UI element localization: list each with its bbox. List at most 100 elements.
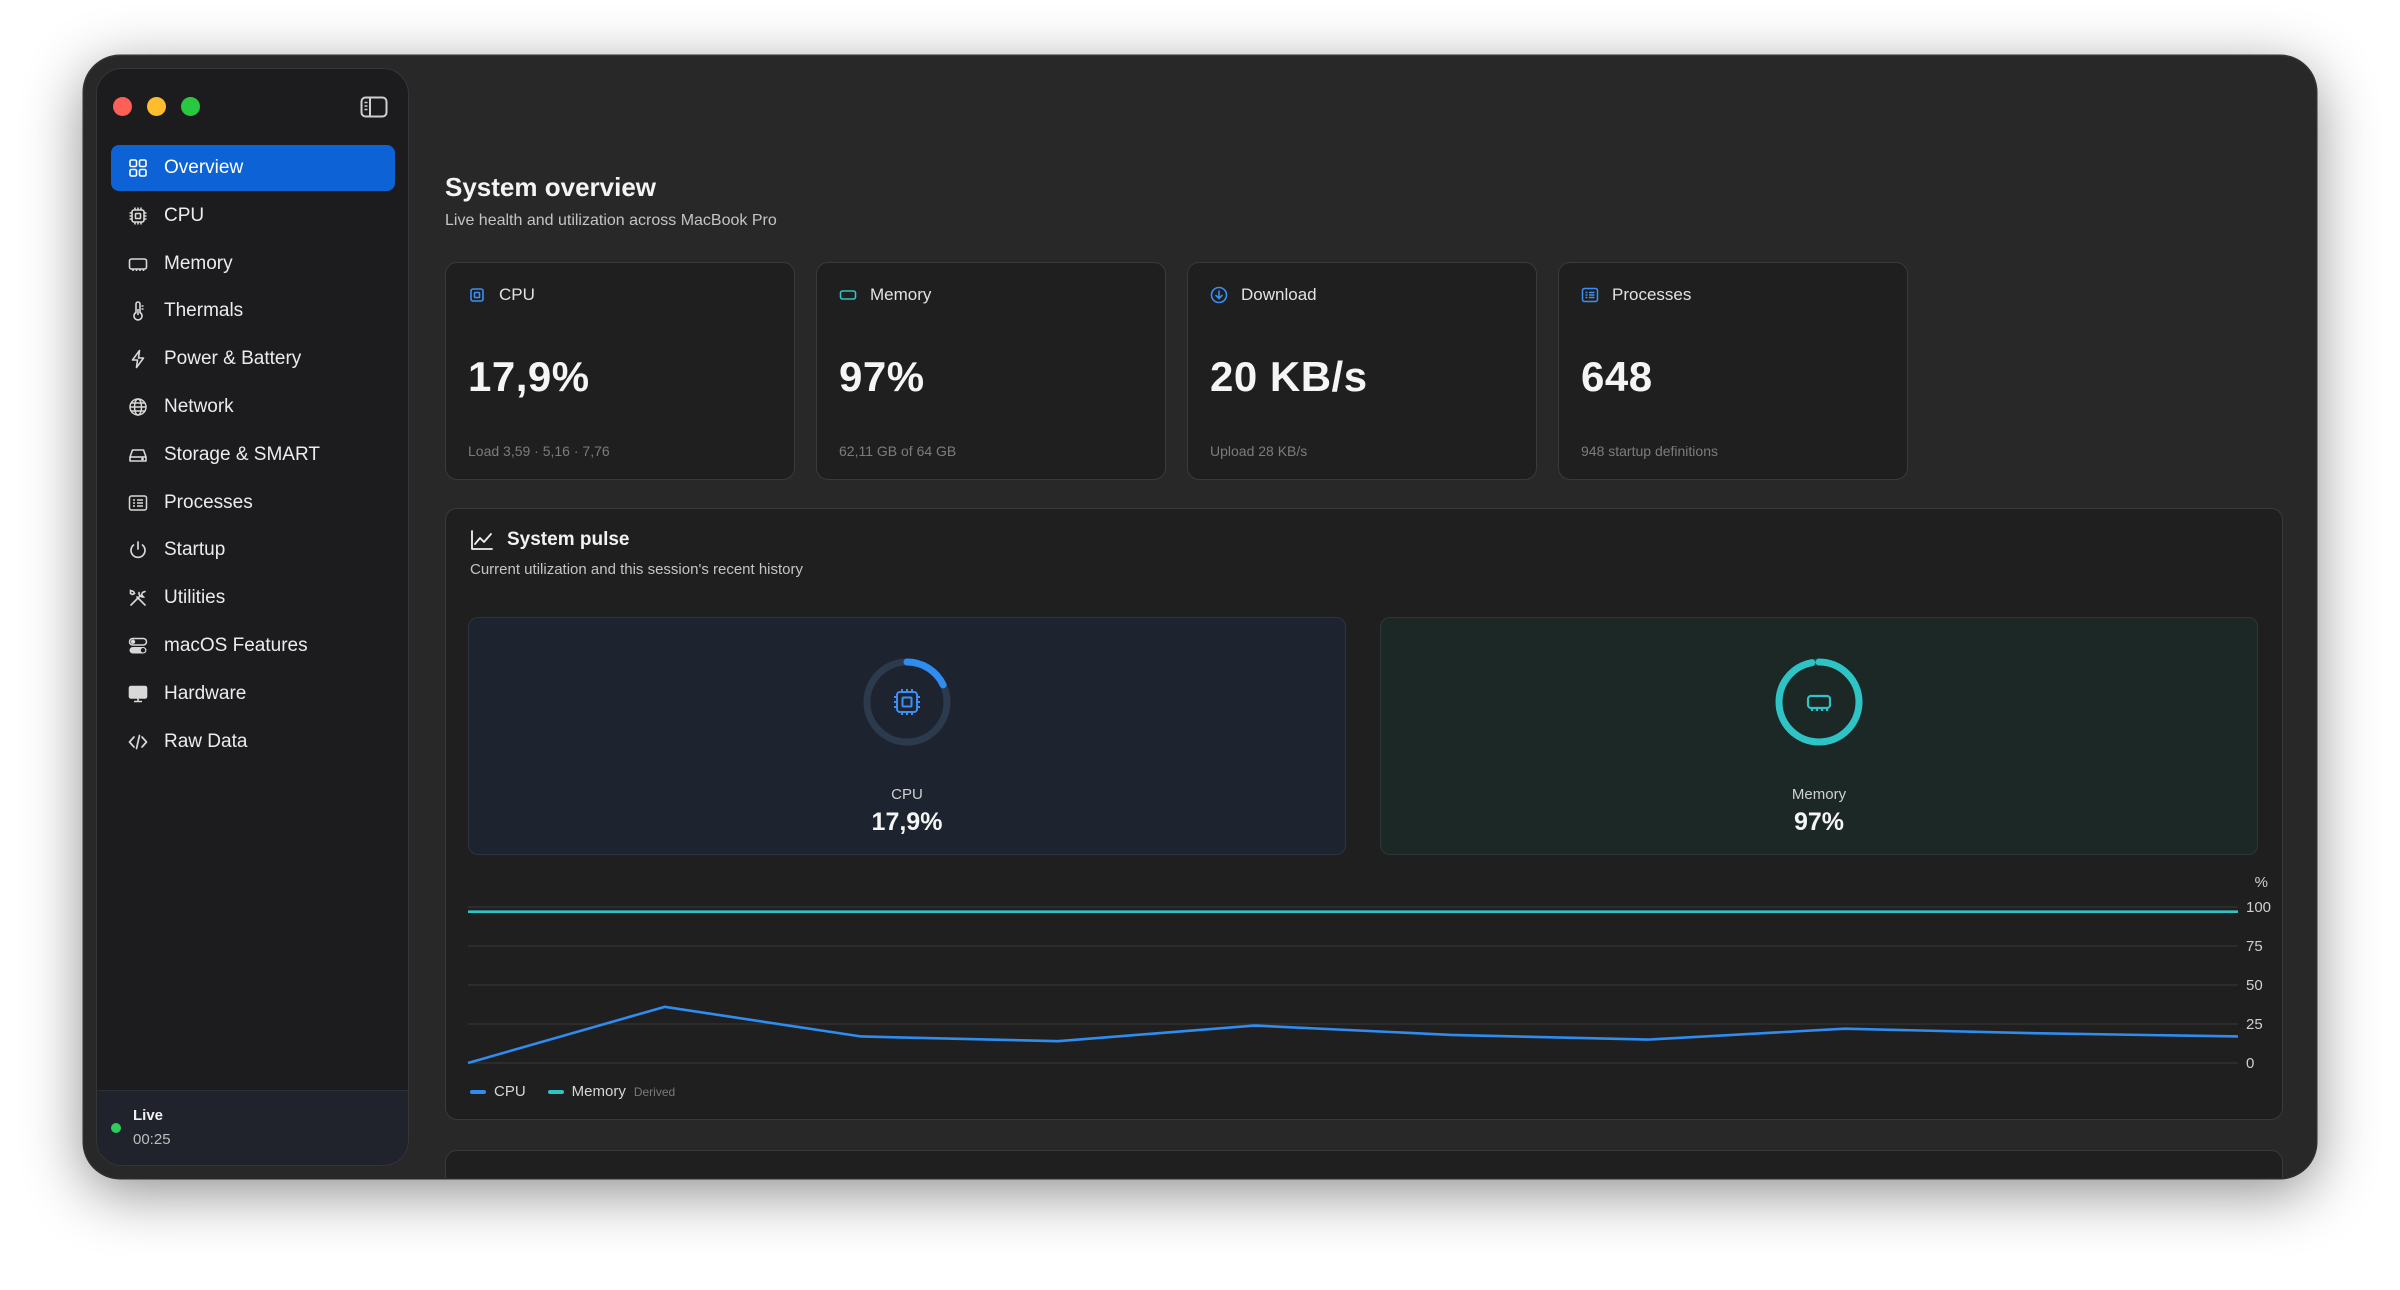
sidebar-item-label: CPU bbox=[164, 204, 205, 226]
memory-gauge bbox=[1775, 658, 1863, 746]
sidebar-item-network[interactable]: Network bbox=[111, 384, 395, 430]
sidebar-item-label: Utilities bbox=[164, 587, 226, 609]
cpu-gauge-panel: CPU 17,9% bbox=[468, 617, 1346, 855]
memory-icon bbox=[1806, 694, 1832, 711]
display-icon bbox=[127, 683, 149, 705]
list-icon bbox=[1581, 286, 1599, 304]
sidebar-item-label: Storage & SMART bbox=[164, 443, 320, 465]
stat-label: Memory bbox=[870, 285, 932, 304]
memory-icon bbox=[839, 286, 857, 304]
legend-swatch bbox=[470, 1089, 486, 1094]
stat-detail: 62,11 GB of 64 GB bbox=[839, 443, 957, 459]
y-tick-label: 25 bbox=[2246, 1016, 2263, 1033]
live-timer: 00:25 bbox=[133, 1131, 171, 1148]
page-subtitle: Live health and utilization across MacBo… bbox=[445, 212, 777, 229]
grid-icon bbox=[127, 157, 149, 179]
stat-detail: Upload 28 KB/s bbox=[1210, 443, 1308, 459]
sidebar-item-label: Raw Data bbox=[164, 730, 248, 752]
sidebar-item-cpu[interactable]: CPU bbox=[111, 193, 395, 239]
list-icon bbox=[127, 492, 149, 514]
chart-legend: CPU Memory Derived bbox=[470, 1083, 697, 1100]
cpu-gauge-arc bbox=[863, 658, 951, 746]
drive-icon bbox=[127, 444, 149, 466]
y-axis-unit: % bbox=[2255, 874, 2268, 891]
sidebar-item-thermals[interactable]: Thermals bbox=[111, 288, 395, 334]
stat-card-processes[interactable]: Processes 648 948 startup definitions bbox=[1558, 262, 1908, 480]
system-pulse-panel: System pulse Current utilization and thi… bbox=[445, 508, 2283, 1120]
sidebar-item-memory[interactable]: Memory bbox=[111, 241, 395, 287]
sidebar-item-utilities[interactable]: Utilities bbox=[111, 575, 395, 621]
page-title: System overview bbox=[445, 172, 657, 202]
sidebar-item-label: Memory bbox=[164, 252, 233, 274]
toggles-icon bbox=[127, 635, 149, 657]
legend-label: CPU bbox=[494, 1083, 526, 1100]
pulse-subtitle: Current utilization and this session's r… bbox=[470, 561, 804, 578]
memory-icon bbox=[127, 253, 149, 275]
legend-label: Memory bbox=[571, 1083, 626, 1100]
stat-detail: 948 startup definitions bbox=[1581, 443, 1718, 459]
sidebar-item-label: Power & Battery bbox=[164, 348, 302, 370]
stat-label: CPU bbox=[499, 285, 535, 304]
y-tick-label: 0 bbox=[2246, 1055, 2254, 1072]
sidebar-item-label: Processes bbox=[164, 491, 253, 513]
y-tick-label: 50 bbox=[2246, 977, 2263, 994]
main-content: System overview Live health and utilizat… bbox=[445, 56, 2316, 1178]
zoom-window-button[interactable] bbox=[181, 97, 200, 116]
sidebar-item-overview[interactable]: Overview bbox=[111, 145, 395, 191]
sidebar-item-power-battery[interactable]: Power & Battery bbox=[111, 336, 395, 382]
sidebar-item-label: macOS Features bbox=[164, 634, 308, 656]
legend-item-cpu: CPU bbox=[470, 1083, 526, 1100]
sidebar: Overview CPU Memory Thermals bbox=[96, 68, 409, 1166]
utilization-history-chart: % 100 75 50 25 0 bbox=[467, 874, 2271, 1072]
download-icon bbox=[1210, 286, 1228, 304]
stat-label: Processes bbox=[1612, 285, 1692, 304]
sidebar-item-label: Network bbox=[164, 395, 234, 417]
cpu-icon bbox=[468, 286, 486, 304]
series-line-cpu bbox=[467, 1005, 2239, 1065]
next-section-card bbox=[445, 1150, 2283, 1178]
sidebar-item-hardware[interactable]: Hardware bbox=[111, 671, 395, 717]
stat-value: 17,9% bbox=[468, 353, 590, 400]
sidebar-item-startup[interactable]: Startup bbox=[111, 527, 395, 573]
stat-detail: Load 3,59 · 5,16 · 7,76 bbox=[468, 443, 610, 459]
gauge-label: Memory bbox=[1791, 786, 1847, 803]
stat-value: 20 KB/s bbox=[1210, 353, 1368, 400]
sidebar-item-macos-features[interactable]: macOS Features bbox=[111, 623, 395, 669]
code-icon bbox=[127, 731, 149, 753]
live-indicator-icon bbox=[111, 1123, 121, 1133]
bolt-icon bbox=[127, 348, 149, 370]
line-chart-icon bbox=[471, 530, 493, 550]
memory-gauge-panel: Memory 97% bbox=[1380, 617, 2258, 855]
live-status: Live 00:25 bbox=[97, 1090, 408, 1165]
live-label: Live bbox=[133, 1107, 164, 1124]
app-window: Overview CPU Memory Thermals bbox=[84, 56, 2316, 1178]
thermometer-icon bbox=[127, 300, 149, 322]
stat-value: 648 bbox=[1581, 353, 1653, 400]
stat-value: 97% bbox=[839, 353, 925, 400]
sidebar-item-label: Hardware bbox=[164, 682, 247, 704]
cpu-icon bbox=[127, 205, 149, 227]
sidebar-item-processes[interactable]: Processes bbox=[111, 480, 395, 526]
tools-icon bbox=[127, 587, 149, 609]
stat-card-cpu[interactable]: CPU 17,9% Load 3,59 · 5,16 · 7,76 bbox=[445, 262, 795, 480]
y-tick-label: 100 bbox=[2246, 899, 2271, 916]
sidebar-item-storage[interactable]: Storage & SMART bbox=[111, 432, 395, 478]
cpu-gauge bbox=[863, 658, 951, 746]
stat-label: Download bbox=[1241, 285, 1317, 304]
sidebar-toggle-icon[interactable] bbox=[360, 96, 388, 118]
sidebar-nav: Overview CPU Memory Thermals bbox=[111, 145, 395, 766]
cpu-icon bbox=[894, 689, 920, 715]
stat-card-download[interactable]: Download 20 KB/s Upload 28 KB/s bbox=[1187, 262, 1537, 480]
sidebar-item-label: Thermals bbox=[164, 300, 244, 322]
legend-swatch bbox=[547, 1089, 564, 1094]
minimize-window-button[interactable] bbox=[147, 97, 166, 116]
power-icon bbox=[127, 539, 149, 561]
close-window-button[interactable] bbox=[113, 97, 132, 116]
memory-gauge-arc bbox=[1775, 658, 1863, 746]
sidebar-item-raw-data[interactable]: Raw Data bbox=[111, 719, 395, 765]
gauge-value: 97% bbox=[1793, 808, 1845, 836]
pulse-title: System pulse bbox=[507, 529, 630, 550]
legend-item-memory: Memory Derived bbox=[547, 1083, 676, 1100]
stat-card-memory[interactable]: Memory 97% 62,11 GB of 64 GB bbox=[816, 262, 1166, 480]
legend-note: Derived bbox=[633, 1084, 676, 1099]
